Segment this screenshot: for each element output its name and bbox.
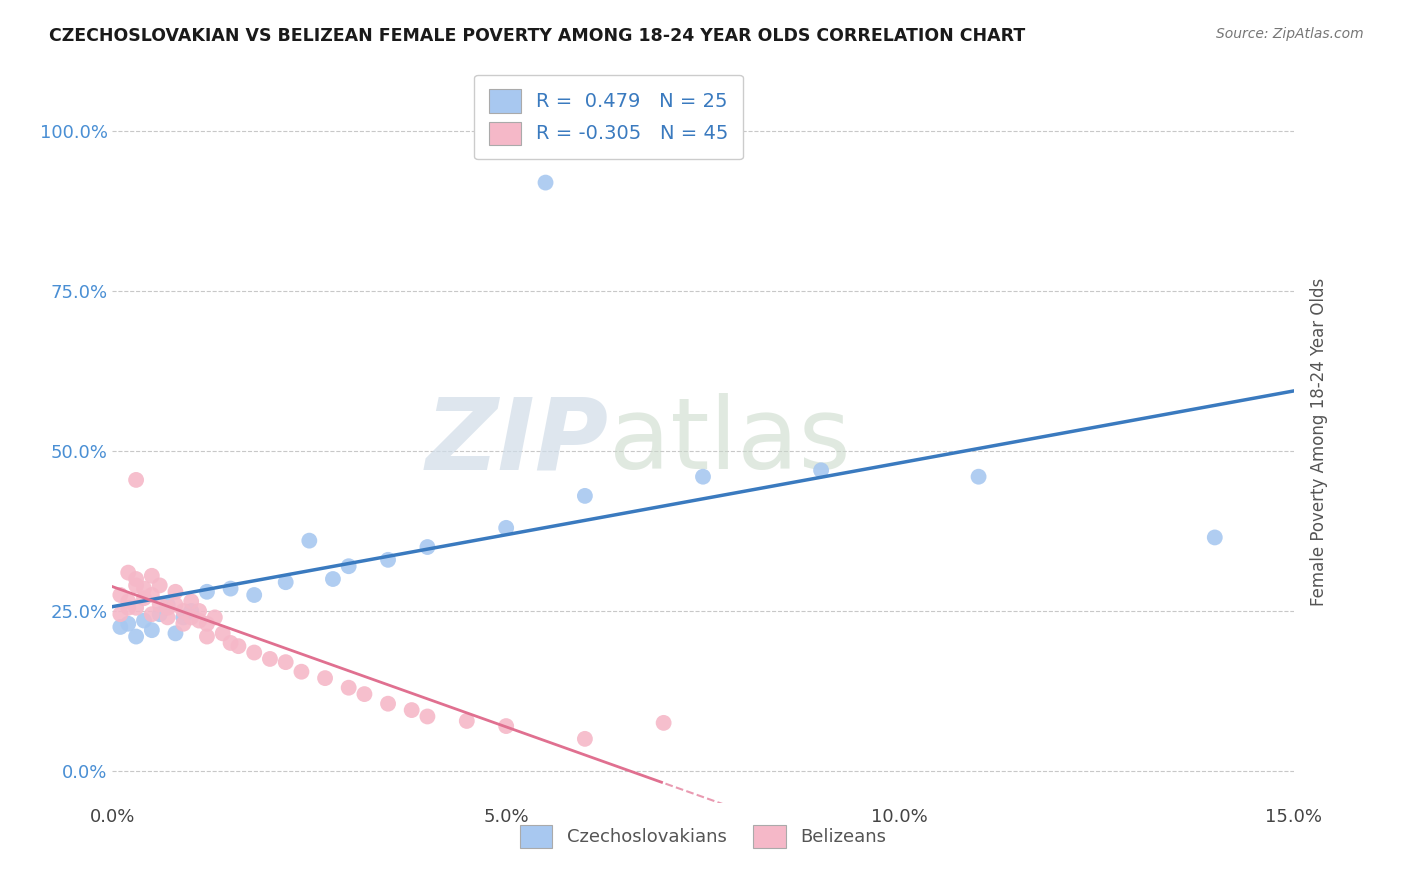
Point [456,714,478,728]
Point [132,614,155,628]
Point [195,584,218,599]
Point [156,598,179,612]
Point [314,671,336,685]
Point [180,610,202,624]
Point [165,584,187,599]
Point [125,473,148,487]
Point [132,591,155,606]
Point [125,600,148,615]
Point [180,594,202,608]
Point [243,588,266,602]
Point [967,469,990,483]
Point [125,630,148,644]
Text: CZECHOSLOVAKIAN VS BELIZEAN FEMALE POVERTY AMONG 18-24 YEAR OLDS CORRELATION CHA: CZECHOSLOVAKIAN VS BELIZEAN FEMALE POVER… [49,27,1025,45]
Point [156,610,179,624]
Point [495,521,517,535]
Point [156,600,179,615]
Point [195,630,218,644]
Point [165,598,187,612]
Point [243,646,266,660]
Point [574,489,596,503]
Point [401,703,423,717]
Point [416,709,439,723]
Text: Source: ZipAtlas.com: Source: ZipAtlas.com [1216,27,1364,41]
Point [141,623,163,637]
Point [337,559,360,574]
Point [322,572,344,586]
Point [141,569,163,583]
Text: atlas: atlas [609,393,851,490]
Point [228,639,250,653]
Point [125,578,148,592]
Point [416,540,439,554]
Point [274,575,297,590]
Point [204,610,226,624]
Y-axis label: Female Poverty Among 18-24 Year Olds: Female Poverty Among 18-24 Year Olds [1310,277,1329,606]
Point [172,610,194,624]
Point [132,582,155,596]
Point [298,533,321,548]
Point [172,604,194,618]
Point [149,578,172,592]
Point [211,626,233,640]
Point [692,469,714,483]
Point [810,463,832,477]
Point [290,665,312,679]
Point [149,607,172,622]
Point [117,594,139,608]
Point [495,719,517,733]
Point [141,588,163,602]
Point [117,616,139,631]
Point [110,607,132,622]
Text: ZIP: ZIP [426,393,609,490]
Point [574,731,596,746]
Point [172,616,194,631]
Point [117,600,139,615]
Point [165,626,187,640]
Point [125,572,148,586]
Point [195,616,218,631]
Point [353,687,375,701]
Point [188,614,211,628]
Point [652,715,675,730]
Point [274,655,297,669]
Point [219,582,242,596]
Point [377,553,399,567]
Point [534,176,557,190]
Point [259,652,281,666]
Point [110,588,132,602]
Point [188,604,211,618]
Point [377,697,399,711]
Legend: Czechoslovakians, Belizeans: Czechoslovakians, Belizeans [512,818,894,855]
Point [141,607,163,622]
Point [1204,531,1226,545]
Point [180,604,202,618]
Point [219,636,242,650]
Point [337,681,360,695]
Point [117,566,139,580]
Point [149,598,172,612]
Point [110,620,132,634]
